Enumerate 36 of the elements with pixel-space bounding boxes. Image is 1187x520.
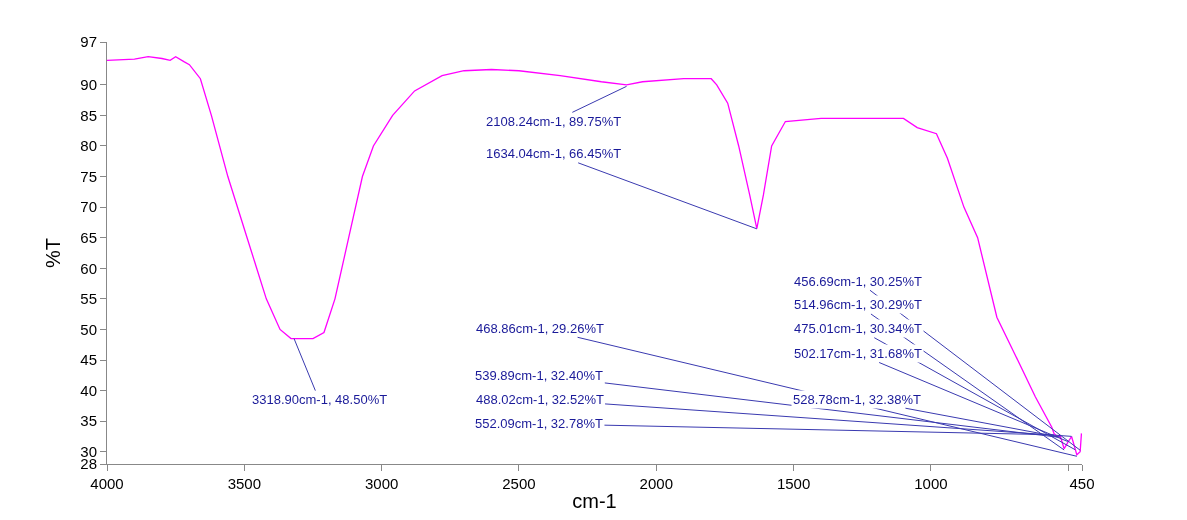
y-tick-label: 35: [80, 412, 97, 430]
annotation: 552.09cm-1, 32.78%T: [475, 416, 603, 431]
y-tick-label: 50: [80, 320, 97, 338]
y-tick-label: 60: [80, 259, 97, 277]
annotation: 502.17cm-1, 31.68%T: [794, 346, 922, 361]
line-series: [107, 56, 1082, 456]
x-tick-label: 3000: [364, 475, 399, 492]
x-tick-label: 3500: [227, 475, 262, 492]
y-tick-label: 97: [80, 33, 97, 51]
annotation: 456.69cm-1, 30.25%T: [794, 274, 922, 289]
y-tick-label: 75: [80, 167, 97, 185]
x-tick-label: 1000: [914, 475, 948, 492]
annotation: 468.86cm-1, 29.26%T: [476, 321, 604, 336]
y-tick-label: 80: [80, 137, 97, 155]
annotation: 475.01cm-1, 30.34%T: [794, 321, 922, 336]
x-tick-label: 4000: [90, 475, 124, 492]
annotation: 2108.24cm-1, 89.75%T: [486, 114, 622, 129]
x-tick-label: 1500: [776, 475, 811, 492]
annotation: 539.89cm-1, 32.40%T: [475, 368, 603, 383]
y-tick-label: 65: [80, 228, 97, 246]
x-tick-label: 2500: [502, 475, 536, 492]
y-tick-label: 40: [80, 381, 97, 399]
y-tick-label: 90: [80, 76, 97, 94]
annotation: 3318.90cm-1, 48.50%T: [252, 392, 388, 407]
annotation: 514.96cm-1, 30.29%T: [794, 297, 922, 312]
y-tick-label: 55: [80, 290, 97, 308]
x-axis-title: cm-1: [572, 489, 617, 512]
y-tick-label: 70: [80, 198, 97, 216]
annotation: 488.02cm-1, 32.52%T: [476, 392, 604, 407]
annotation: 528.78cm-1, 32.38%T: [793, 392, 921, 407]
y-tick-label: 45: [80, 351, 97, 369]
x-tick-label: 450: [1069, 475, 1095, 492]
y-axis-title: %T: [41, 238, 64, 268]
annotation: 1634.04cm-1, 66.45%T: [486, 146, 622, 161]
x-tick-label: 2000: [639, 475, 673, 492]
y-tick-label: 85: [80, 106, 97, 124]
